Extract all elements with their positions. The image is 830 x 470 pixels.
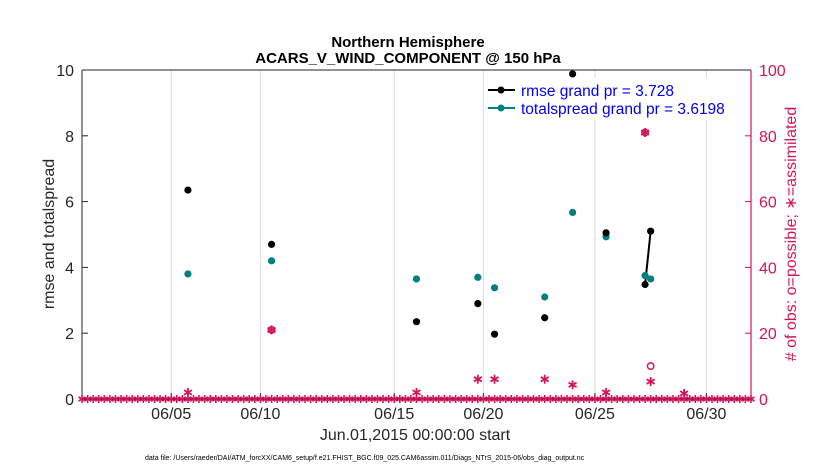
totalspread-point <box>267 257 276 265</box>
y-tick-label: 4 <box>65 260 74 277</box>
totalspread-point <box>569 208 577 217</box>
y-tick-label: 2 <box>65 326 74 343</box>
legend-label-rmse: rmse grand pr = 3.728 <box>521 83 674 100</box>
y-tick-label: 6 <box>65 195 74 212</box>
data-marks <box>78 70 755 403</box>
x-axis-label: Jun.01,2015 00:00:00 start <box>320 427 511 444</box>
y-tick-label: 0 <box>65 392 74 409</box>
legend-marker-totalspread <box>497 104 505 112</box>
obs-assimilated-marker <box>267 325 276 335</box>
totalspread-point <box>647 275 655 283</box>
obs-assimilated-marker <box>540 374 550 384</box>
plot-background <box>82 70 751 399</box>
obs-assimilated-marker <box>568 380 578 390</box>
x-tick-label: 06/25 <box>575 406 615 423</box>
y2-tick-label: 20 <box>759 326 777 343</box>
obs-assimilated-marker <box>646 377 656 387</box>
obs-assimilated-marker <box>601 387 611 397</box>
y2-tick-label: 60 <box>759 195 777 212</box>
x-tick-label: 06/05 <box>151 406 191 423</box>
y2-tick-label: 100 <box>759 63 786 80</box>
chart-subtitle: ACARS_V_WIND_COMPONENT @ 150 hPa <box>255 50 561 67</box>
totalspread-point <box>474 273 482 281</box>
y-tick-label: 8 <box>65 129 74 146</box>
rmse-point <box>267 240 276 248</box>
obs-zero-marker <box>747 395 755 403</box>
legend: rmse grand pr = 3.728 totalspread grand … <box>484 78 746 120</box>
legend-label-totalspread: totalspread grand pr = 3.6198 <box>521 101 725 118</box>
y2-axis-label: # of obs: o=possible; ∗=assimilated <box>783 107 800 361</box>
totalspread-point <box>541 293 549 301</box>
obs-possible-marker <box>646 362 655 371</box>
y2-tick-label: 40 <box>759 260 777 277</box>
rmse-point <box>569 70 577 78</box>
obs-assimilated-marker <box>490 374 499 384</box>
obs-assimilated-marker <box>473 374 483 384</box>
chart-title: Northern Hemisphere <box>331 34 484 51</box>
totalspread-point <box>412 275 421 283</box>
rmse-point <box>641 280 649 289</box>
legend-marker-rmse <box>497 86 505 94</box>
rmse-point <box>647 227 655 235</box>
x-tick-label: 06/30 <box>686 406 726 423</box>
totalspread-point <box>490 284 499 292</box>
x-tick-label: 06/10 <box>240 406 280 423</box>
obs-assimilated-marker <box>412 387 421 397</box>
rmse-point <box>490 330 499 338</box>
y2-tick-label: 80 <box>759 129 777 146</box>
x-tick-label: 06/20 <box>463 406 503 423</box>
rmse-point <box>602 229 610 237</box>
rmse-point <box>541 314 549 322</box>
x-tick-label: 06/15 <box>374 406 414 423</box>
y-axis-label: rmse and totalspread <box>41 159 58 309</box>
obs-assimilated-marker <box>640 128 650 138</box>
totalspread-point <box>184 270 192 278</box>
rmse-point <box>474 299 482 308</box>
y-tick-label: 10 <box>56 63 74 80</box>
rmse-point <box>184 186 192 194</box>
rmse-point <box>412 318 421 326</box>
obs-assimilated-marker <box>679 388 689 398</box>
plot-area <box>82 70 751 399</box>
legend-box <box>484 78 746 120</box>
y2-tick-label: 0 <box>759 392 768 409</box>
data-file-footer: data file: /Users/raeder/DAI/ATM_forcXX/… <box>145 455 585 462</box>
totalspread-point <box>641 272 649 280</box>
obs-assimilated-marker <box>183 387 193 397</box>
